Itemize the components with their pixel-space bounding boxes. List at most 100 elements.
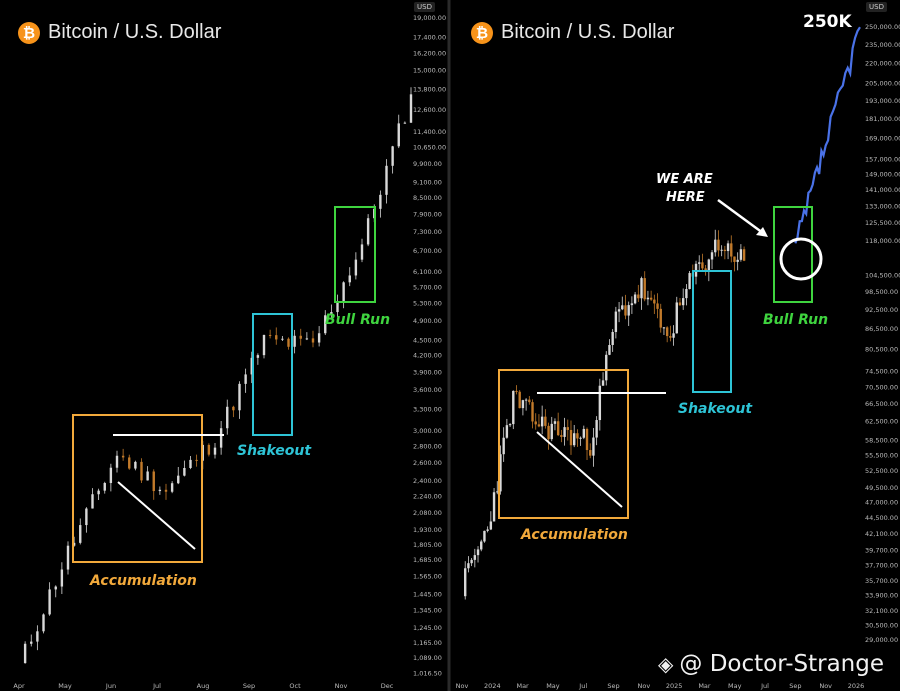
candle-body <box>714 239 717 253</box>
candle-body <box>170 483 174 492</box>
candle-body <box>553 421 557 424</box>
y-tick-label: 17,400.00 <box>413 34 446 42</box>
y-tick-label: 98,500.00 <box>865 288 898 296</box>
x-tick-label: Jul <box>578 682 587 690</box>
y-tick-label: 55,500.00 <box>865 451 898 459</box>
candle-body <box>547 425 550 440</box>
y-tick-label: 1,685.00 <box>413 556 442 564</box>
y-tick-label: 250,000.00 <box>865 23 900 31</box>
candle-body <box>324 315 327 334</box>
we-are-here-label-line2: HERE <box>666 190 705 205</box>
candle-body <box>614 311 618 332</box>
y-tick-label: 58,500.00 <box>865 436 898 444</box>
candle-body <box>701 262 704 269</box>
y-tick-label: 205,000.00 <box>865 80 900 88</box>
y-tick-label: 70,500.00 <box>865 383 898 391</box>
we-are-here-label-line1: WE ARE <box>656 172 713 187</box>
candle-body <box>262 334 266 356</box>
candle-body <box>502 437 505 455</box>
candle-body <box>146 471 149 481</box>
candle-body <box>601 380 605 386</box>
candle-body <box>109 467 113 484</box>
candle-body <box>560 435 563 437</box>
candle-body <box>317 333 321 343</box>
candle-body <box>589 450 592 456</box>
candle-body <box>480 541 483 550</box>
x-tick-label: 2024 <box>484 682 501 690</box>
right-panel-title: ₿ Bitcoin / U.S. Dollar <box>471 21 674 44</box>
candle-body <box>311 338 315 343</box>
candle-body <box>183 467 186 476</box>
left-title-text: Bitcoin / U.S. Dollar <box>48 21 222 43</box>
y-tick-label: 6,100.00 <box>413 268 442 276</box>
candle-body <box>30 641 33 644</box>
y-tick-label: 1,445.00 <box>413 591 442 599</box>
candle-body <box>646 297 650 300</box>
y-tick-label: 4,900.00 <box>413 317 442 325</box>
candle-body <box>54 586 57 590</box>
candle-body <box>572 433 576 446</box>
candle-body <box>621 305 624 310</box>
candle-body <box>524 399 528 401</box>
candle-body <box>238 383 241 411</box>
candle-body <box>36 631 39 642</box>
candle-body <box>299 335 302 339</box>
arrow-head-icon <box>756 227 768 237</box>
candle-body <box>496 491 499 493</box>
candle-body <box>569 429 573 446</box>
candle-body <box>385 165 388 195</box>
candle-body <box>681 298 685 306</box>
y-tick-label: 33,900.00 <box>865 592 898 600</box>
candle-body <box>528 399 531 403</box>
candle-body <box>521 400 525 409</box>
y-tick-label: 37,700.00 <box>865 561 898 569</box>
x-tick-label: 2025 <box>666 682 683 690</box>
candle-body <box>665 327 669 337</box>
y-tick-label: 29,000.00 <box>865 636 898 644</box>
candle-body <box>505 425 509 438</box>
candle-body <box>115 455 119 468</box>
candle-body <box>219 428 223 448</box>
y-tick-label: 42,100.00 <box>865 530 898 538</box>
candle-body <box>473 555 477 560</box>
right-y-axis: 250,000.00 235,000.00 220,000.00 205,000.00… <box>865 23 900 644</box>
right-accumulation-label: Accumulation <box>520 527 628 543</box>
candle-body <box>207 444 211 455</box>
current-position-circle <box>779 237 823 281</box>
y-tick-label: 141,000.00 <box>865 186 900 194</box>
candle-body <box>704 268 707 271</box>
left-bullrun-label: Bull Run <box>325 312 390 328</box>
left-bullrun-box <box>334 206 376 303</box>
y-tick-label: 15,000.00 <box>413 67 446 75</box>
candle-body <box>534 421 537 425</box>
right-bullrun-box <box>773 206 813 303</box>
candle-body <box>678 302 682 306</box>
left-downtrend-line <box>117 481 196 550</box>
y-tick-label: 5,300.00 <box>413 300 442 308</box>
right-downtrend-line <box>536 431 623 508</box>
y-tick-label: 32,100.00 <box>865 607 898 615</box>
y-tick-label: 8,500.00 <box>413 194 442 202</box>
y-tick-label: 118,000.00 <box>865 237 900 245</box>
y-tick-label: 7,300.00 <box>413 228 442 236</box>
candle-body <box>360 244 364 260</box>
candle-body <box>79 525 82 543</box>
candle-body <box>537 424 541 427</box>
left-panel-title: ₿ Bitcoin / U.S. Dollar <box>18 21 221 44</box>
x-tick-label: May <box>546 682 560 690</box>
candle-body <box>662 327 666 329</box>
x-tick-label: Nov <box>819 682 832 690</box>
x-tick-label: Jul <box>152 682 161 690</box>
candle-body <box>518 391 521 409</box>
y-tick-label: 1,165.00 <box>413 639 442 647</box>
y-tick-label: 86,500.00 <box>865 325 898 333</box>
right-shakeout-box <box>692 270 732 393</box>
y-tick-label: 1,565.00 <box>413 573 442 581</box>
candle-body <box>134 461 137 469</box>
candle-body <box>582 428 586 438</box>
y-tick-label: 3,000.00 <box>413 427 442 435</box>
candle-body <box>659 308 662 328</box>
y-tick-label: 2,800.00 <box>413 442 442 450</box>
candle-body <box>287 338 290 347</box>
